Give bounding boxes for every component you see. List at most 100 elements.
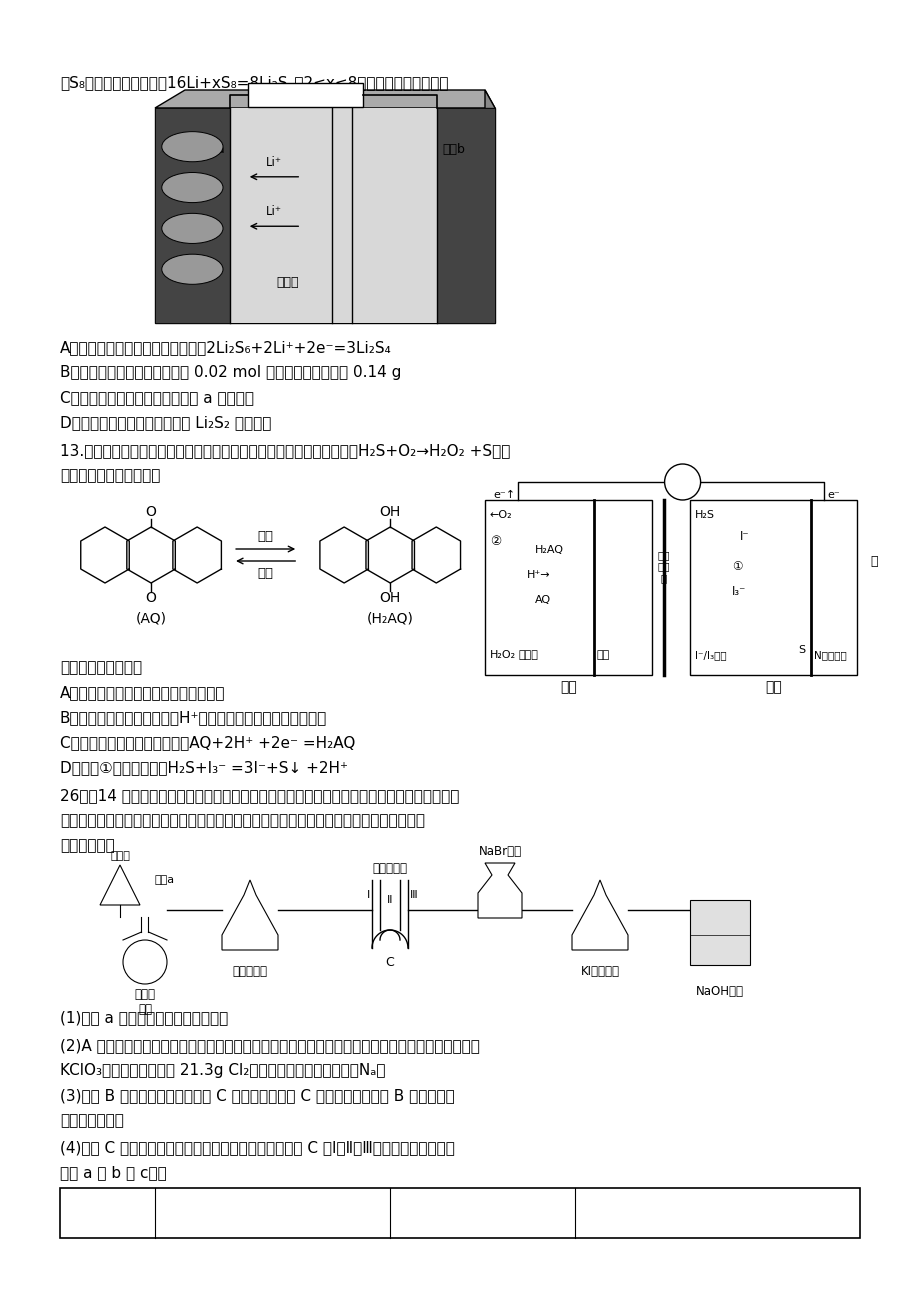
Text: Li₂S₃: Li₂S₃	[181, 224, 203, 233]
Text: 甲池: 甲池	[560, 680, 576, 694]
Text: e⁻: e⁻	[826, 490, 839, 500]
Text: 碳棒: 碳棒	[596, 650, 609, 660]
Text: 饱和食盐水: 饱和食盐水	[233, 965, 267, 978]
Text: (AQ): (AQ)	[135, 611, 166, 625]
Text: 酸溶液: 酸溶液	[518, 650, 538, 660]
Text: 电解质: 电解质	[276, 276, 299, 289]
Text: Li₂S₄: Li₂S₄	[181, 182, 203, 193]
Polygon shape	[332, 108, 352, 323]
Text: 浓盐酸: 浓盐酸	[110, 852, 130, 861]
Text: Ⅰ: Ⅰ	[270, 1206, 275, 1220]
Text: 知甲池中有如下的转化：: 知甲池中有如下的转化：	[60, 467, 160, 483]
Text: NaOH溶液: NaOH溶液	[696, 986, 743, 999]
Text: F: F	[716, 914, 722, 927]
Text: ←O₂: ←O₂	[490, 510, 512, 519]
Ellipse shape	[162, 132, 222, 161]
Text: H₂AQ: H₂AQ	[535, 546, 563, 555]
Text: N型半导体: N型半导体	[812, 650, 845, 660]
Text: (1)仪器 a 的名称是＿＿＿＿＿＿＿。: (1)仪器 a 的名称是＿＿＿＿＿＿＿。	[60, 1010, 228, 1025]
Text: Li⁺: Li⁺	[266, 206, 282, 219]
Text: OH: OH	[380, 505, 401, 519]
Text: H⁺→: H⁺→	[527, 570, 550, 579]
Text: 乙池: 乙池	[765, 680, 781, 694]
Text: A．该装置可将光能转化为电能和化学能: A．该装置可将光能转化为电能和化学能	[60, 685, 225, 700]
FancyBboxPatch shape	[689, 500, 857, 674]
Polygon shape	[478, 863, 521, 918]
Text: 加氢: 加氢	[257, 530, 273, 543]
Text: Ⅱ: Ⅱ	[478, 1206, 486, 1220]
Text: 光: 光	[869, 555, 877, 568]
Text: H₂O₂: H₂O₂	[490, 650, 516, 660]
Text: (4)装置 C 的实验目的是验证氯气是否具有漂白性，此时 C 中Ⅰ、Ⅱ、Ⅲ依次可放入＿＿（填: (4)装置 C 的实验目的是验证氯气是否具有漂白性，此时 C 中Ⅰ、Ⅱ、Ⅲ依次可…	[60, 1141, 454, 1155]
Circle shape	[664, 464, 700, 500]
Text: (3)装置 B 可用于监测实验过程中 C 处是否堵塞，若 C 处发生了堵塞，则 B 中可观察到: (3)装置 B 可用于监测实验过程中 C 处是否堵塞，若 C 处发生了堵塞，则 …	[60, 1088, 454, 1103]
Text: (H₂AQ): (H₂AQ)	[367, 611, 414, 625]
FancyBboxPatch shape	[484, 500, 652, 674]
Text: Li₂S₂: Li₂S₂	[181, 264, 203, 275]
Text: 26．（14 分）化学是一门以实验为基础的学科，实验探究能激发学生学习化学的兴趣。某化学: 26．（14 分）化学是一门以实验为基础的学科，实验探究能激发学生学习化学的兴趣…	[60, 788, 459, 803]
Text: I⁻/I₃溶液: I⁻/I₃溶液	[695, 650, 726, 660]
Text: 无水氯化钙: 无水氯化钙	[372, 862, 407, 875]
Text: 的S₈材料，电池反应为：16Li+xS₈=8Li₂Sₓ（2≤x≤8）。下列说法错误的是: 的S₈材料，电池反应为：16Li+xS₈=8Li₂Sₓ（2≤x≤8）。下列说法错…	[60, 76, 448, 90]
Text: KI溶液和苯: KI溶液和苯	[580, 965, 618, 978]
Polygon shape	[437, 108, 494, 323]
Ellipse shape	[162, 254, 222, 284]
Text: ＿＿＿＿＿＿。: ＿＿＿＿＿＿。	[60, 1113, 124, 1128]
Text: D．乙池①处发生反应：H₂S+I₃⁻ =3I⁻+S↓ +2H⁺: D．乙池①处发生反应：H₂S+I₃⁻ =3I⁻+S↓ +2H⁺	[60, 760, 347, 775]
Polygon shape	[100, 865, 140, 905]
Text: ②: ②	[490, 535, 501, 548]
Text: Ⅰ: Ⅰ	[367, 891, 369, 900]
Text: ①: ①	[732, 560, 742, 573]
Text: 仪器a: 仪器a	[154, 875, 175, 885]
Text: D: D	[494, 887, 505, 900]
Text: S: S	[798, 644, 805, 655]
Text: 选项 a 或 b 或 c）。: 选项 a 或 b 或 c）。	[60, 1165, 166, 1180]
Ellipse shape	[162, 214, 222, 243]
Text: D．电池充电时间越长，电池中 Li₂S₂ 的量越多: D．电池充电时间越长，电池中 Li₂S₂ 的量越多	[60, 415, 271, 430]
Text: NaBr溶液: NaBr溶液	[478, 845, 521, 858]
Polygon shape	[154, 108, 230, 323]
Ellipse shape	[162, 172, 222, 203]
Text: C．甲池碳棒上发生电极反应：AQ+2H⁺ +2e⁻ =H₂AQ: C．甲池碳棒上发生电极反应：AQ+2H⁺ +2e⁻ =H₂AQ	[60, 736, 355, 750]
Text: Ⅲ: Ⅲ	[410, 891, 417, 900]
Text: 电极b: 电极b	[442, 143, 465, 156]
Text: I₃⁻: I₃⁻	[732, 585, 745, 598]
Text: C: C	[385, 956, 394, 969]
Text: V: V	[677, 475, 686, 488]
FancyBboxPatch shape	[60, 1187, 859, 1238]
Text: B: B	[245, 914, 254, 927]
Text: Ⅱ: Ⅱ	[387, 894, 392, 905]
Polygon shape	[154, 90, 494, 108]
Polygon shape	[230, 108, 437, 323]
Text: C．石墨烯的作用主要是提高电极 a 的导电性: C．石墨烯的作用主要是提高电极 a 的导电性	[60, 391, 254, 405]
Polygon shape	[221, 880, 278, 950]
FancyBboxPatch shape	[248, 83, 363, 107]
Polygon shape	[572, 880, 628, 950]
Text: 兴趣小组设计如图实验装置（夹持设备已略）制备氯气并探究氯气及其卤族元素的性质。回: 兴趣小组设计如图实验装置（夹持设备已略）制备氯气并探究氯气及其卤族元素的性质。回	[60, 812, 425, 828]
Text: Li⁺: Li⁺	[266, 156, 282, 169]
Text: Li₂S₆: Li₂S₆	[181, 142, 203, 152]
Text: B．该装置工作时，溶液中的H⁺从甲池经过全氟磺酸膜进入乙池: B．该装置工作时，溶液中的H⁺从甲池经过全氟磺酸膜进入乙池	[60, 710, 327, 725]
Text: A．电池工作时，正极可发生反应：2Li₂S₆+2Li⁺+2e⁻=3Li₂S₄: A．电池工作时，正极可发生反应：2Li₂S₆+2Li⁺+2e⁻=3Li₂S₄	[60, 340, 391, 355]
Text: 下列说法错误的是：: 下列说法错误的是：	[60, 660, 142, 674]
Text: 全氟
磺酸
膜: 全氟 磺酸 膜	[657, 549, 669, 583]
Text: (2)A 装置中发生的化学反应方程式为＿＿＿＿＿＿＿＿＿＿＿＿＿＿＿＿＿＿＿＿。若将漂白粉换成: (2)A 装置中发生的化学反应方程式为＿＿＿＿＿＿＿＿＿＿＿＿＿＿＿＿＿＿＿＿。…	[60, 1038, 480, 1053]
Text: e⁻↑: e⁻↑	[493, 490, 515, 500]
Text: 失氢: 失氢	[257, 566, 273, 579]
Text: I⁻: I⁻	[740, 530, 749, 543]
Text: 用电器: 用电器	[294, 89, 316, 102]
Text: Ⅲ: Ⅲ	[711, 1206, 722, 1220]
Text: 答下列问题：: 答下列问题：	[60, 838, 115, 853]
Text: AQ: AQ	[535, 595, 550, 605]
Text: O: O	[145, 591, 156, 605]
Text: O: O	[145, 505, 156, 519]
Polygon shape	[484, 90, 494, 323]
Polygon shape	[689, 900, 749, 965]
Text: B．电池工作时，外电路中流过 0.02 mol 电子，负极材料减重 0.14 g: B．电池工作时，外电路中流过 0.02 mol 电子，负极材料减重 0.14 g	[60, 365, 401, 380]
Text: 选项: 选项	[98, 1206, 117, 1220]
Circle shape	[123, 940, 167, 984]
Text: E: E	[596, 914, 603, 927]
Text: H₂S: H₂S	[695, 510, 714, 519]
Text: OH: OH	[380, 591, 401, 605]
Text: KClO₃，则反应中每生成 21.3g Cl₂时转移的电子数目为＿＿＿Nₐ。: KClO₃，则反应中每生成 21.3g Cl₂时转移的电子数目为＿＿＿Nₐ。	[60, 1062, 385, 1078]
